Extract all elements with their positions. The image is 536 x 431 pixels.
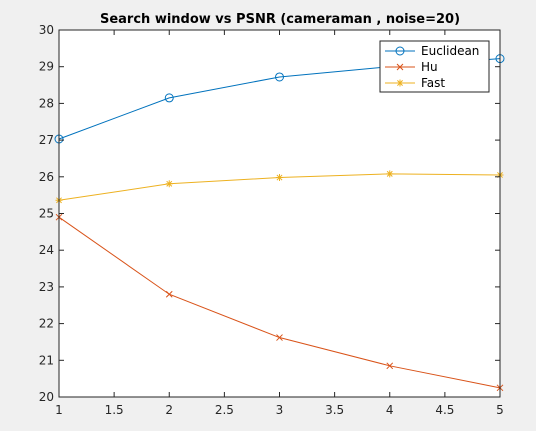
x-tick-label: 2 — [165, 403, 173, 417]
data-point-hu — [276, 334, 283, 341]
x-tick-label: 1.5 — [105, 403, 124, 417]
data-point-fast — [386, 170, 394, 178]
y-tick-label: 21 — [39, 353, 54, 367]
y-tick-label: 25 — [39, 207, 54, 221]
legend-marker — [395, 46, 405, 56]
x-tick-label: 1 — [55, 403, 63, 417]
y-tick-label: 27 — [39, 133, 54, 147]
x-tick-label: 3.5 — [325, 403, 344, 417]
legend-label: Hu — [421, 60, 438, 74]
legend-entry-hu: Hu — [385, 60, 438, 74]
y-tick-label: 22 — [39, 317, 54, 331]
legend: Euclidean Hu Fast — [379, 40, 490, 93]
legend-entry-euclidean: Euclidean — [385, 44, 479, 58]
series-hu — [55, 213, 504, 392]
legend-marker — [396, 79, 404, 87]
y-tick-label: 24 — [39, 243, 54, 257]
x-tick-label: 4 — [386, 403, 394, 417]
x-tick-label: 5 — [496, 403, 504, 417]
y-tick-label: 29 — [39, 60, 54, 74]
data-point-hu — [165, 290, 173, 298]
data-point-hu — [386, 362, 394, 370]
chart-title: Search window vs PSNR (cameraman , noise… — [100, 12, 460, 27]
data-point-euclidean — [164, 93, 174, 103]
legend-label: Fast — [421, 76, 445, 90]
legend-entry-fast: Fast — [385, 76, 445, 90]
legend-marker — [396, 63, 404, 71]
y-tick-label: 28 — [39, 96, 54, 110]
data-point-fast — [276, 174, 283, 182]
y-tick-label: 20 — [39, 390, 54, 404]
x-tick-label: 4.5 — [435, 403, 454, 417]
legend-label: Euclidean — [421, 44, 479, 58]
x-tick-label: 3 — [276, 403, 284, 417]
y-tick-label: 30 — [39, 23, 54, 37]
y-tick-label: 23 — [39, 280, 54, 294]
data-point-fast — [165, 180, 173, 188]
data-point-euclidean — [275, 72, 284, 82]
y-tick-label: 26 — [39, 170, 54, 184]
axes-layer: 1 1.5 2 2.5 3 3.5 4 4.5 5 20 21 22 23 24 25 26 27 28 29 30 — [39, 23, 504, 417]
x-tick-label: 2.5 — [215, 403, 234, 417]
